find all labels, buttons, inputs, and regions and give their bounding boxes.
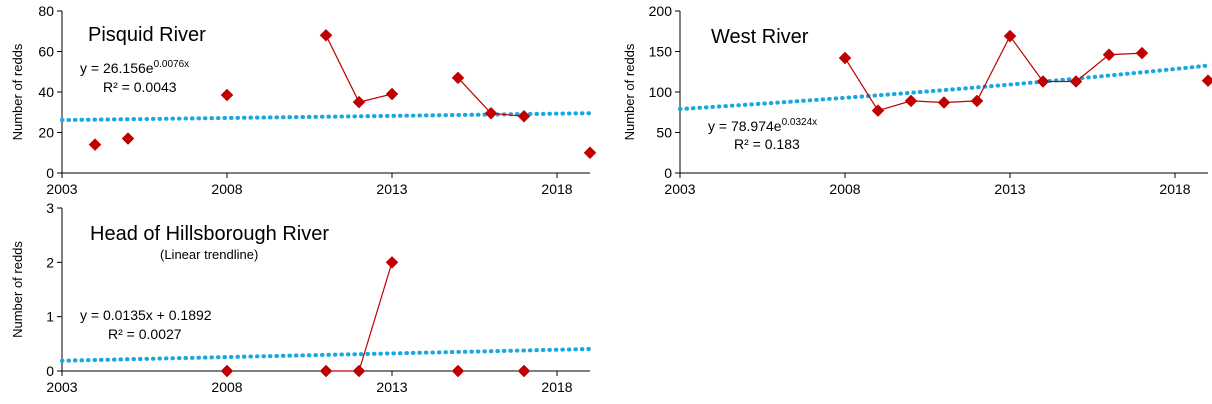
trendline <box>60 346 592 363</box>
y-tick-label: 40 <box>38 84 54 100</box>
data-point <box>937 96 951 109</box>
data-point <box>385 255 399 269</box>
data-point <box>1201 74 1212 88</box>
x-tick-label: 2018 <box>1159 181 1190 197</box>
chart-panel: 0 1 2 3 2003 2008 2013 2018 Number of redds Head … <box>10 200 592 395</box>
x-tick-label: 2008 <box>211 379 242 395</box>
y-tick-label: 60 <box>38 44 54 60</box>
data-point <box>1003 29 1017 43</box>
chart-title: Pisquid River <box>88 24 206 46</box>
y-tick-label: 50 <box>656 125 672 141</box>
equation-main: y = 78.974e <box>708 118 782 134</box>
data-point <box>517 364 531 378</box>
chart-subtitle: (Linear trendline) <box>160 247 258 262</box>
trendline <box>678 63 1210 112</box>
data-point <box>1069 75 1083 88</box>
data-point <box>904 94 918 108</box>
data-point <box>871 104 885 117</box>
data-point <box>1102 48 1116 62</box>
data-point <box>352 95 366 109</box>
data-point <box>319 28 333 42</box>
x-tick-label: 2003 <box>46 181 77 197</box>
equation-exponent: 0.0076x <box>154 59 190 70</box>
data-point <box>1036 75 1050 88</box>
data-point <box>838 51 852 65</box>
x-tick-label: 2013 <box>994 181 1025 197</box>
data-point <box>352 364 366 378</box>
trendline-equation: y = 26.156e0.0076x <box>80 59 189 76</box>
y-tick-label: 2 <box>46 254 54 270</box>
data-point <box>451 364 465 378</box>
data-point <box>385 87 399 101</box>
y-axis-label: Number of redds <box>622 43 637 140</box>
data-point <box>583 146 597 160</box>
y-tick-label: 200 <box>649 3 673 19</box>
data-point <box>451 71 465 85</box>
x-tick-label: 2003 <box>46 379 77 395</box>
y-tick-label: 80 <box>38 3 54 19</box>
x-tick-label: 2018 <box>541 379 572 395</box>
x-tick-label: 2013 <box>376 379 407 395</box>
data-point <box>517 109 531 123</box>
data-point <box>484 106 498 120</box>
x-tick-label: 2018 <box>541 181 572 197</box>
y-tick-label: 1 <box>46 309 54 325</box>
trendline-equation: y = 0.0135x + 0.1892 <box>80 307 212 323</box>
y-tick-label: 150 <box>649 44 673 60</box>
trendline-equation: y = 78.974e0.0324x <box>708 117 817 134</box>
data-point <box>319 364 333 378</box>
equation-exponent: 0.0324x <box>782 117 818 128</box>
equation-main: y = 26.156e <box>80 60 154 76</box>
y-tick-label: 0 <box>46 165 54 181</box>
r-squared: R² = 0.183 <box>734 136 800 152</box>
data-point <box>121 132 135 145</box>
y-tick-label: 0 <box>664 165 672 181</box>
x-tick-label: 2008 <box>211 181 242 197</box>
r-squared: R² = 0.0043 <box>103 79 177 95</box>
data-point <box>1135 46 1149 60</box>
chart-title: West River <box>711 26 809 48</box>
y-tick-label: 20 <box>38 125 54 141</box>
chart-panel: 0 50 100 150 200 2003 2008 2013 2018 Number of re… <box>622 3 1212 197</box>
x-tick-label: 2013 <box>376 181 407 197</box>
x-tick-label: 2008 <box>829 181 860 197</box>
data-point <box>970 94 984 108</box>
chart-panel: 0 20 40 60 80 2003 2008 2013 2018 Number of redds… <box>10 3 597 197</box>
chart-title: Head of Hillsborough River <box>90 223 329 245</box>
r-squared: R² = 0.0027 <box>108 326 182 342</box>
y-tick-label: 0 <box>46 363 54 379</box>
y-axis-label: Number of redds <box>10 43 25 140</box>
series-line <box>325 35 393 103</box>
x-tick-label: 2003 <box>664 181 695 197</box>
equation-main: y = 0.0135x + 0.1892 <box>80 307 212 323</box>
data-point <box>88 138 102 152</box>
y-tick-label: 100 <box>649 84 673 100</box>
series-line <box>844 34 1143 112</box>
y-axis-label: Number of redds <box>10 241 25 338</box>
data-point <box>220 88 234 102</box>
trendline <box>60 111 592 123</box>
y-tick-label: 3 <box>46 200 54 216</box>
data-point <box>220 364 234 378</box>
